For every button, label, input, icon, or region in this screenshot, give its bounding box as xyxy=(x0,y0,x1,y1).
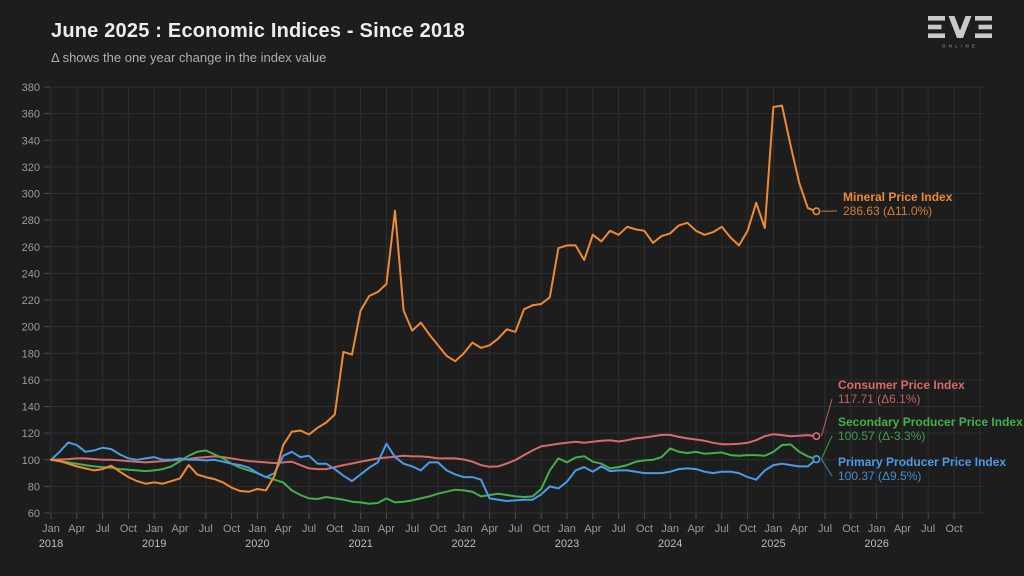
y-tick-label: 240 xyxy=(22,268,40,280)
x-year-label: 2021 xyxy=(348,538,372,550)
series-end-marker xyxy=(812,432,821,441)
x-tick-label: Oct xyxy=(120,523,137,535)
x-tick-label: Jan xyxy=(661,523,679,535)
x-year-label: 2024 xyxy=(658,538,682,550)
x-year-label: 2020 xyxy=(245,538,269,550)
eve-logo-glyph: ONLINE xyxy=(928,16,992,49)
page-title: June 2025 : Economic Indices - Since 201… xyxy=(51,20,465,42)
x-tick-label: Jul xyxy=(715,523,729,535)
y-tick-label: 200 xyxy=(22,322,40,334)
x-tick-label: Apr xyxy=(171,523,188,535)
x-tick-label: Jul xyxy=(612,523,626,535)
series-path xyxy=(50,433,818,471)
y-tick-label: 220 xyxy=(22,295,40,307)
x-tick-label: Apr xyxy=(275,523,292,535)
eve-online-logo: ONLINE xyxy=(928,16,992,55)
series-end-marker xyxy=(812,455,821,464)
x-tick-label: Apr xyxy=(481,523,498,535)
x-tick-label: Apr xyxy=(894,523,911,535)
x-year-label: 2026 xyxy=(864,538,888,550)
x-year-label: 2018 xyxy=(39,538,63,550)
y-tick-label: 260 xyxy=(22,242,40,254)
grid xyxy=(50,86,985,514)
x-tick-label: Apr xyxy=(687,523,704,535)
eve-logo-subtext: ONLINE xyxy=(942,44,978,49)
x-tick-label: Jan xyxy=(249,523,267,535)
x-axis: Jan 2018 Apr Jul Oct Jan 2019 Apr Jul Oct Jan 2020 A… xyxy=(39,513,963,550)
leader-line xyxy=(820,435,833,460)
series-label-value: 100.57 (Δ-3.3%) xyxy=(838,429,925,443)
y-tick-label: 340 xyxy=(22,135,40,147)
y-tick-label: 300 xyxy=(22,189,40,201)
leader-line xyxy=(820,458,833,477)
x-tick-label: Oct xyxy=(326,523,343,535)
x-tick-label: Jul xyxy=(921,523,935,535)
x-tick-label: Jul xyxy=(405,523,419,535)
x-tick-label: Oct xyxy=(223,523,240,535)
x-tick-label: Oct xyxy=(636,523,653,535)
series-label-value: 286.63 (Δ11.0%) xyxy=(843,204,932,218)
y-tick-label: 320 xyxy=(22,162,40,174)
x-tick-label: Jul xyxy=(302,523,316,535)
y-tick-label: 380 xyxy=(22,82,40,94)
series-end-marker xyxy=(812,207,821,216)
y-tick-label: 360 xyxy=(22,109,40,121)
page-subtitle: Δ shows the one year change in the index… xyxy=(51,50,327,65)
x-tick-label: Jul xyxy=(199,523,213,535)
x-tick-label: Jul xyxy=(818,523,832,535)
y-tick-label: 180 xyxy=(22,348,40,360)
y-tick-label: 60 xyxy=(28,508,40,520)
x-tick-label: Apr xyxy=(584,523,601,535)
x-tick-label: Oct xyxy=(945,523,962,535)
series-label-value: 100.37 (Δ9.5%) xyxy=(838,469,921,483)
x-year-label: 2022 xyxy=(452,538,476,550)
x-tick-label: Apr xyxy=(791,523,808,535)
x-tick-label: Oct xyxy=(533,523,550,535)
series-path xyxy=(50,104,818,493)
y-tick-label: 140 xyxy=(22,402,40,414)
leader-line xyxy=(820,398,833,437)
series-label-title: Mineral Price Index xyxy=(843,190,953,204)
series-path xyxy=(50,441,818,502)
series-label-title: Secondary Producer Price Index xyxy=(838,415,1023,429)
y-tick-label: 100 xyxy=(22,455,40,467)
x-tick-label: Apr xyxy=(68,523,85,535)
y-tick-label: 80 xyxy=(28,481,40,493)
x-year-label: 2025 xyxy=(761,538,785,550)
x-tick-label: Oct xyxy=(739,523,756,535)
x-year-label: 2019 xyxy=(142,538,166,550)
series-path xyxy=(50,443,818,505)
y-axis: 60 80 100 120 140 160 180 200 220 240 260 280 300 320… xyxy=(22,82,50,520)
x-tick-label: Jan xyxy=(455,523,473,535)
x-tick-label: Jan xyxy=(42,523,60,535)
y-tick-label: 160 xyxy=(22,375,40,387)
x-tick-label: Jan xyxy=(868,523,886,535)
x-tick-label: Apr xyxy=(378,523,395,535)
x-tick-label: Jul xyxy=(508,523,522,535)
x-tick-label: Jan xyxy=(145,523,163,535)
x-tick-label: Oct xyxy=(429,523,446,535)
x-tick-label: Jul xyxy=(96,523,110,535)
x-tick-label: Oct xyxy=(842,523,859,535)
x-tick-label: Jan xyxy=(558,523,576,535)
x-year-label: 2023 xyxy=(555,538,579,550)
x-tick-label: Jan xyxy=(352,523,370,535)
y-tick-label: 280 xyxy=(22,215,40,227)
x-tick-label: Jan xyxy=(765,523,783,535)
series-label-title: Primary Producer Price Index xyxy=(838,455,1006,469)
y-tick-label: 120 xyxy=(22,428,40,440)
series-label-title: Consumer Price Index xyxy=(838,378,965,392)
series-label-value: 117.71 (Δ6.1%) xyxy=(838,392,921,406)
